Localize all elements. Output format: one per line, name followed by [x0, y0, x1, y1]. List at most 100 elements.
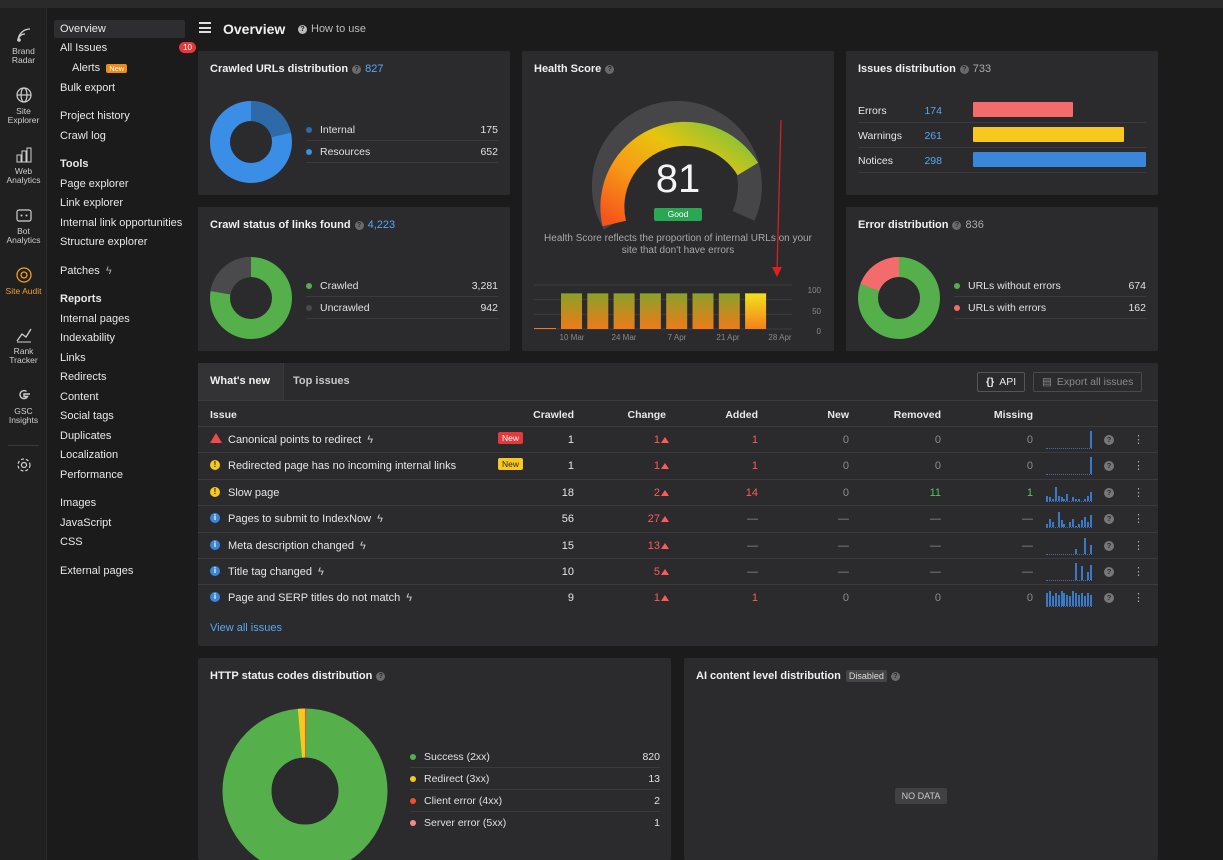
- how-to-use-link[interactable]: ? How to use: [298, 23, 366, 35]
- info-icon[interactable]: ?: [890, 671, 900, 681]
- legend-urls-with-errors[interactable]: URLs with errors 162: [954, 297, 1146, 319]
- nav-all-issues[interactable]: All Issues 10: [60, 42, 196, 54]
- rail-site-audit[interactable]: Site Audit: [0, 266, 47, 296]
- cell-crawled[interactable]: 1: [567, 460, 574, 473]
- nav-internal-link-opportunities[interactable]: Internal link opportunities: [60, 217, 183, 229]
- kebab-menu-icon[interactable]: ⋮: [1133, 513, 1144, 526]
- legend-success[interactable]: Success (2xx) 820: [410, 746, 660, 768]
- table-row[interactable]: i Title tag changed ϟ 10 5 — — — —? ⋮: [198, 558, 1158, 584]
- crawled-urls-total[interactable]: 827: [365, 63, 384, 75]
- legend-server-error[interactable]: Server error (5xx) 1: [410, 812, 660, 834]
- tab-top-issues[interactable]: Top issues: [293, 375, 350, 387]
- dist-row-notices[interactable]: Notices 298: [858, 149, 1146, 173]
- issue-name[interactable]: Slow page: [228, 486, 280, 499]
- nav-content[interactable]: Content: [60, 391, 99, 403]
- nav-javascript[interactable]: JavaScript: [60, 517, 112, 529]
- nav-redirects[interactable]: Redirects: [60, 371, 107, 383]
- dist-row-warnings[interactable]: Warnings 261: [858, 124, 1146, 148]
- legend-redirect[interactable]: Redirect (3xx) 13: [410, 768, 660, 790]
- crawl-status-total[interactable]: 4,223: [367, 219, 396, 231]
- help-icon[interactable]: ?: [1104, 514, 1114, 525]
- help-icon[interactable]: ?: [1104, 540, 1114, 551]
- nav-social-tags[interactable]: Social tags: [60, 410, 114, 422]
- rail-site-explorer[interactable]: Site Explorer: [0, 86, 47, 125]
- kebab-menu-icon[interactable]: ⋮: [1133, 539, 1144, 552]
- legend-urls-without-errors[interactable]: URLs without errors 674: [954, 275, 1146, 297]
- legend-crawled[interactable]: Crawled 3,281: [306, 275, 498, 297]
- nav-indexability[interactable]: Indexability: [60, 332, 116, 344]
- cell-crawled[interactable]: 15: [561, 539, 574, 552]
- legend-resources[interactable]: Resources 652: [306, 141, 498, 163]
- rail-bot-analytics[interactable]: Bot Analytics: [0, 206, 47, 245]
- issue-name[interactable]: Title tag changed ϟ: [228, 566, 324, 578]
- nav-page-explorer[interactable]: Page explorer: [60, 178, 129, 190]
- kebab-menu-icon[interactable]: ⋮: [1133, 460, 1144, 473]
- cell-crawled[interactable]: 56: [561, 513, 574, 526]
- help-icon[interactable]: ?: [1104, 567, 1114, 577]
- rail-brand-radar[interactable]: Brand Radar: [0, 26, 47, 65]
- kebab-menu-icon[interactable]: ⋮: [1133, 486, 1144, 499]
- legend-internal[interactable]: Internal 175: [306, 119, 498, 141]
- nav-links[interactable]: Links: [60, 352, 86, 364]
- nav-project-history[interactable]: Project history: [60, 110, 130, 122]
- export-all-issues-button[interactable]: ▤ Export all issues: [1033, 372, 1143, 392]
- info-icon[interactable]: ?: [952, 220, 962, 230]
- table-row[interactable]: i Page and SERP titles do not match ϟ 9 1 1 0 0…: [198, 584, 1158, 610]
- nav-images[interactable]: Images: [60, 497, 97, 509]
- rail-gsc-insights[interactable]: GSC Insights: [0, 386, 47, 425]
- help-icon[interactable]: ?: [1104, 593, 1114, 604]
- nav-crawl-log[interactable]: Crawl log: [60, 130, 106, 142]
- table-row[interactable]: ! Redirected page has no incoming interna…: [198, 452, 1158, 478]
- nav-duplicates[interactable]: Duplicates: [60, 430, 112, 442]
- table-row[interactable]: i Meta description changed ϟ 15 13 — — — —? ⋮: [198, 531, 1158, 558]
- col-added[interactable]: Added: [725, 409, 758, 421]
- nav-localization[interactable]: Localization: [60, 449, 119, 461]
- issue-name[interactable]: Meta description changed ϟ: [228, 539, 366, 552]
- view-all-issues-link[interactable]: View all issues: [210, 622, 282, 634]
- cell-crawled[interactable]: 18: [561, 486, 574, 499]
- cell-crawled[interactable]: 1: [567, 434, 574, 446]
- nav-bulk-export[interactable]: Bulk export: [60, 82, 116, 94]
- table-row[interactable]: i Pages to submit to IndexNow ϟ 56 27 — — — —? ⋮: [198, 505, 1158, 531]
- rail-rank-tracker[interactable]: Rank Tracker: [0, 326, 47, 365]
- tab-whats-new[interactable]: What's new: [210, 375, 271, 387]
- legend-client-error[interactable]: Client error (4xx) 2: [410, 790, 660, 812]
- issue-name[interactable]: Pages to submit to IndexNow ϟ: [228, 513, 383, 526]
- col-new[interactable]: New: [827, 409, 849, 421]
- info-icon[interactable]: ?: [605, 64, 615, 74]
- info-icon[interactable]: ?: [959, 64, 969, 74]
- issue-name[interactable]: Redirected page has no incoming internal…: [228, 460, 457, 473]
- kebab-menu-icon[interactable]: ⋮: [1133, 434, 1144, 446]
- nav-overview[interactable]: Overview: [60, 23, 106, 35]
- cell-crawled[interactable]: 10: [561, 566, 574, 578]
- help-icon[interactable]: ?: [1104, 487, 1114, 498]
- nav-structure-explorer[interactable]: Structure explorer: [60, 236, 148, 248]
- nav-link-explorer[interactable]: Link explorer: [60, 197, 123, 209]
- nav-external-pages[interactable]: External pages: [60, 565, 134, 577]
- kebab-menu-icon[interactable]: ⋮: [1133, 592, 1144, 605]
- cell-crawled[interactable]: 9: [567, 592, 574, 605]
- menu-icon[interactable]: [199, 22, 211, 33]
- nav-patches[interactable]: Patches ϟ: [60, 265, 112, 277]
- legend-uncrawled[interactable]: Uncrawled 942: [306, 297, 498, 319]
- table-row[interactable]: ! Slow page 18 2 14 0 11 1? ⋮: [198, 478, 1158, 505]
- nav-css[interactable]: CSS: [60, 536, 83, 548]
- table-row[interactable]: Canonical points to redirect ϟ New 1 1 1 0 0 0? ⋮: [198, 426, 1158, 452]
- dist-row-errors[interactable]: Errors 174: [858, 99, 1146, 123]
- nav-performance[interactable]: Performance: [60, 469, 123, 481]
- api-button[interactable]: {} API: [977, 372, 1026, 392]
- info-icon[interactable]: ?: [354, 220, 364, 230]
- info-icon[interactable]: ?: [376, 671, 386, 681]
- col-issue[interactable]: Issue: [210, 409, 237, 421]
- col-removed[interactable]: Removed: [893, 409, 941, 421]
- issue-name[interactable]: Canonical points to redirect ϟ: [228, 434, 374, 446]
- info-icon[interactable]: ?: [352, 64, 362, 74]
- nav-alerts[interactable]: Alerts New: [72, 62, 128, 74]
- issue-name[interactable]: Page and SERP titles do not match ϟ: [228, 592, 413, 605]
- col-change[interactable]: Change: [627, 409, 666, 421]
- help-icon[interactable]: ?: [1104, 435, 1114, 445]
- rail-web-analytics[interactable]: Web Analytics: [0, 146, 47, 185]
- kebab-menu-icon[interactable]: ⋮: [1133, 566, 1144, 578]
- col-crawled[interactable]: Crawled: [533, 409, 574, 421]
- nav-internal-pages[interactable]: Internal pages: [60, 313, 130, 325]
